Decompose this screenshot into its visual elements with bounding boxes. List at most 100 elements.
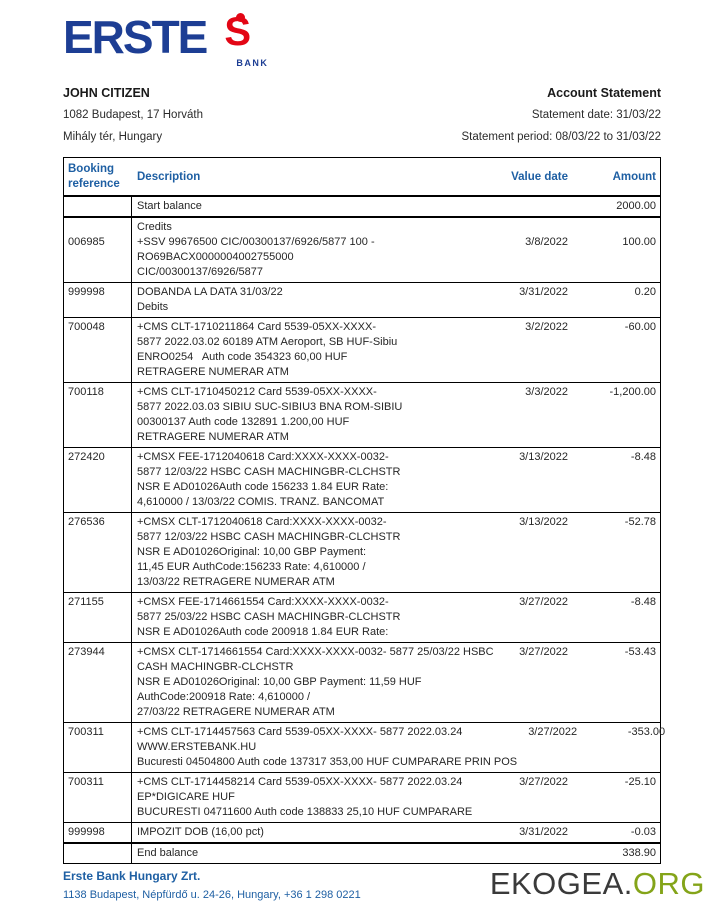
description-line: +CMS CLT-1714458214 Card 5539-05XX-XXXX-… [137, 776, 463, 788]
value-date-cell: 3/8/2022 [525, 236, 568, 248]
amount-cell: -0.03 [630, 826, 656, 838]
header-description: Description [137, 170, 201, 183]
header-amount: Amount [612, 170, 656, 183]
description-line: Start balance [137, 200, 202, 212]
transaction-row: 999998 IMPOZIT DOB (16,00 pct) 3/31/2022 -0… [64, 822, 660, 842]
booking-reference-cell: 999998 [64, 823, 132, 842]
customer-address-line2: Mihály tér, Hungary [63, 131, 163, 143]
balance-row: Start balance 2000.00 [64, 197, 660, 216]
description-line: End balance [137, 847, 199, 859]
value-date-cell: 3/27/2022 [519, 596, 568, 608]
transaction-row: 700311 +CMS CLT-1714458214 Card 5539-05XX… [64, 772, 660, 822]
value-date-cell: 3/27/2022 [519, 646, 568, 658]
statement-period: Statement period: 08/03/22 to 31/03/22 [461, 131, 661, 143]
description-line: 11,45 EUR AuthCode:156233 Rate: 4,610000… [137, 561, 366, 573]
description-line: Bucuresti 04504800 Auth code 137317 353,… [137, 756, 518, 768]
description-line: 5877 12/03/22 HSBC CASH MACHINGBR-CLCHST… [137, 466, 401, 478]
header-value-date: Value date [511, 170, 568, 183]
booking-reference-cell: 272420 [64, 448, 132, 512]
section-label: Credits [137, 221, 172, 233]
amount-cell: 0.20 [634, 286, 656, 298]
transaction-row: 700048 +CMS CLT-1710211864 Card 5539-05XX… [64, 317, 660, 382]
statement-title: Account Statement [547, 86, 661, 100]
description-line: NSR E AD01026Original: 10,00 GBP Payment… [137, 676, 422, 688]
value-date-cell [508, 844, 568, 863]
customer-address-line1: 1082 Budapest, 17 Horváth [63, 109, 204, 121]
description-cell: +CMS CLT-1714458214 Card 5539-05XX-XXXX-… [132, 773, 508, 822]
description-cell: +CMS CLT-1714457563 Card 5539-05XX-XXXX-… [132, 723, 517, 772]
value-date-cell: 3/31/2022 [519, 286, 568, 298]
description-cell: Credits +SSV 99676500 CIC/00300137/6926/5… [132, 218, 508, 282]
balance-row: End balance 338.90 [64, 842, 660, 863]
amount-cell: -25.10 [624, 776, 656, 788]
description-cell: +CMS CLT-1710450212 Card 5539-05XX-XXXX-… [132, 383, 508, 447]
description-line: NSR E AD01026Auth code 156233 1.84 EUR R… [137, 481, 389, 493]
description-cell: End balance [132, 844, 508, 863]
description-line: 5877 2022.03.03 SIBIU SUC-SIBIU3 BNA ROM… [137, 401, 403, 413]
description-line: 5877 25/03/22 HSBC CASH MACHINGBR-CLCHST… [137, 611, 401, 623]
description-cell: +CMSX FEE-1712040618 Card:XXXX-XXXX-0032… [132, 448, 508, 512]
erste-s-icon: S BANK [224, 10, 269, 68]
description-line: 00300137 Auth code 132891 1.200,00 HUF [137, 416, 350, 428]
erste-wordmark: ERSTE [63, 11, 208, 63]
amount-cell: -8.48 [630, 451, 656, 463]
transaction-row: 700311 +CMS CLT-1714457563 Card 5539-05XX… [64, 722, 665, 772]
booking-reference-cell: 700311 [64, 723, 132, 772]
description-line: IMPOZIT DOB (16,00 pct) [137, 826, 264, 838]
value-date-cell: 3/3/2022 [525, 386, 568, 398]
description-line: CASH MACHINGBR-CLCHSTR [137, 661, 294, 673]
statement-date: Statement date: 31/03/22 [531, 109, 661, 121]
transaction-row: 276536 +CMSX CLT-1712040618 Card:XXXX-XXX… [64, 512, 660, 592]
value-date-cell: 3/13/2022 [519, 451, 568, 463]
transaction-row: 273944 +CMSX CLT-1714661554 Card:XXXX-XXX… [64, 642, 660, 722]
description-cell: +CMSX CLT-1714661554 Card:XXXX-XXXX-0032… [132, 643, 508, 722]
booking-reference-cell: 700048 [64, 318, 132, 382]
booking-reference-cell: 700118 [64, 383, 132, 447]
value-date-cell: 3/27/2022 [519, 776, 568, 788]
description-line: EP*DIGICARE HUF [137, 791, 235, 803]
logo-bank-label: BANK [236, 58, 269, 68]
description-line: 4,610000 / 13/03/22 COMIS. TRANZ. BANCOM… [137, 496, 385, 508]
description-cell: DOBANDA LA DATA 31/03/22 Debits [132, 283, 508, 317]
value-date-cell [508, 197, 568, 216]
description-line: 13/03/22 RETRAGERE NUMERAR ATM [137, 576, 335, 588]
description-cell: Start balance [132, 197, 508, 216]
table-body: Start balance 2000.00 006985 Credits +SSV … [64, 197, 665, 863]
booking-reference-cell: 999998 [64, 283, 132, 317]
description-line: +CMS CLT-1710450212 Card 5539-05XX-XXXX- [137, 386, 377, 398]
customer-name: JOHN CITIZEN [63, 86, 150, 100]
amount-cell: 338.90 [622, 847, 656, 859]
transaction-row: 006985 Credits +SSV 99676500 CIC/00300137/… [64, 216, 660, 282]
value-date-cell: 3/27/2022 [528, 726, 578, 738]
description-cell: IMPOZIT DOB (16,00 pct) [132, 823, 508, 842]
transaction-row: 271155 +CMSX FEE-1714661554 Card:XXXX-XXX… [64, 592, 660, 642]
description-line: 27/03/22 RETRAGERE NUMERAR ATM [137, 706, 335, 718]
statement-header: JOHN CITIZEN 1082 Budapest, 17 Horváth M… [63, 82, 661, 148]
description-line: RETRAGERE NUMERAR ATM [137, 431, 289, 443]
description-line: WWW.ERSTEBANK.HU [137, 741, 257, 753]
description-line: +CMSX CLT-1714661554 Card:XXXX-XXXX-0032… [137, 646, 494, 658]
amount-cell: -8.48 [630, 596, 656, 608]
description-line: BUCURESTI 04711600 Auth code 138833 25,1… [137, 806, 473, 818]
table-header-row: Booking reference Description Value date… [64, 158, 660, 197]
booking-reference-cell: 700311 [64, 773, 132, 822]
customer-address-block: JOHN CITIZEN 1082 Budapest, 17 Horváth M… [63, 82, 203, 148]
section-label: Debits [137, 301, 169, 313]
description-line: RO69BACX0000004002755000 [137, 251, 294, 263]
description-line: ENRO0254 Auth code 354323 60,00 HUF [137, 351, 348, 363]
statement-meta-block: Account Statement Statement date: 31/03/… [462, 82, 661, 148]
booking-reference-cell [64, 197, 132, 216]
watermark-green-text: ORG [632, 866, 705, 901]
amount-cell: -52.78 [624, 516, 656, 528]
booking-reference-cell: 276536 [64, 513, 132, 592]
booking-reference-cell: 271155 [64, 593, 132, 642]
header-booking-reference: Booking reference [68, 163, 120, 190]
description-cell: +CMS CLT-1710211864 Card 5539-05XX-XXXX-… [132, 318, 508, 382]
erste-bank-logo: ERSTE S BANK [63, 10, 661, 68]
bank-name: Erste Bank Hungary Zrt. [63, 869, 201, 883]
description-line: RETRAGERE NUMERAR ATM [137, 366, 289, 378]
description-line: +CMS CLT-1710211864 Card 5539-05XX-XXXX- [137, 321, 376, 333]
ekogea-watermark: EKOGEA.ORG [490, 868, 705, 900]
description-line: NSR E AD01026Original: 10,00 GBP Payment… [137, 546, 367, 558]
